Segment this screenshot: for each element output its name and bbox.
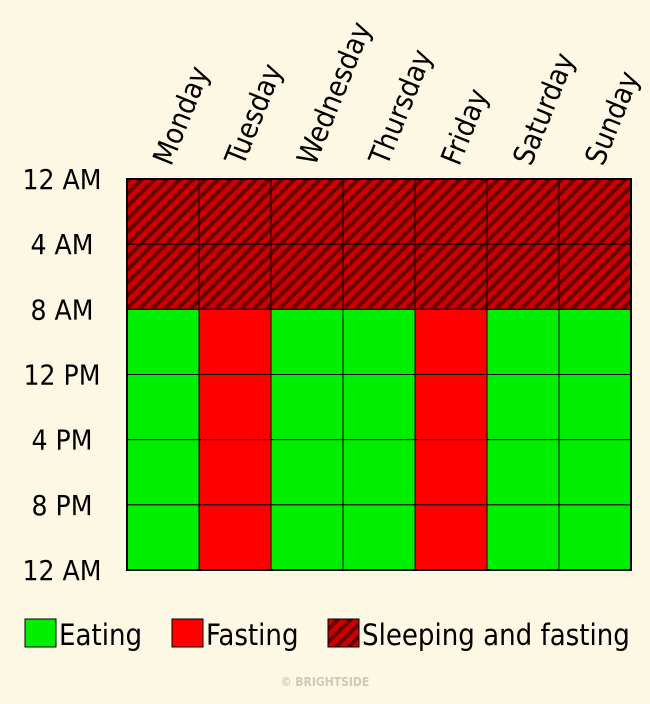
cell-sleeping-friday-0 bbox=[414, 178, 488, 245]
cell-eating-wednesday-2 bbox=[270, 308, 344, 376]
legend: Eating Fasting Sleeping and fasting bbox=[24, 618, 630, 652]
cell-eating-thursday-4 bbox=[342, 439, 416, 506]
day-label-sunday: Sunday bbox=[578, 66, 646, 169]
cell-eating-thursday-3 bbox=[342, 374, 416, 441]
legend-swatch-sleeping bbox=[327, 618, 360, 648]
cell-sleeping-wednesday-0 bbox=[270, 178, 344, 245]
cell-sleeping-sunday-1 bbox=[558, 243, 632, 310]
cell-eating-sunday-5 bbox=[558, 504, 632, 571]
cell-sleeping-sunday-0 bbox=[558, 178, 632, 245]
credit-text: © BRIGHTSIDE bbox=[281, 675, 370, 689]
day-label-thursday: Thursday bbox=[362, 44, 439, 170]
cell-eating-thursday-2 bbox=[342, 308, 416, 376]
cell-fasting-tuesday-2 bbox=[198, 308, 272, 376]
cell-eating-monday-2 bbox=[126, 308, 200, 376]
cell-sleeping-tuesday-1 bbox=[198, 243, 272, 310]
day-label-wednesday: Wednesday bbox=[290, 17, 378, 170]
legend-swatch-eating bbox=[24, 618, 57, 648]
cell-eating-sunday-3 bbox=[558, 374, 632, 441]
cell-fasting-friday-4 bbox=[414, 439, 488, 506]
cell-sleeping-saturday-1 bbox=[486, 243, 560, 310]
cell-eating-wednesday-3 bbox=[270, 374, 344, 441]
cell-eating-thursday-5 bbox=[342, 504, 416, 571]
cell-fasting-friday-2 bbox=[414, 308, 488, 376]
time-label-4: 4 PM bbox=[32, 424, 93, 457]
cell-eating-saturday-4 bbox=[486, 439, 560, 506]
time-label-3: 12 PM bbox=[24, 359, 101, 392]
cell-eating-saturday-5 bbox=[486, 504, 560, 571]
cell-sleeping-monday-1 bbox=[126, 243, 200, 310]
day-label-tuesday: Tuesday bbox=[218, 59, 290, 171]
legend-label-sleeping: Sleeping and fasting bbox=[362, 618, 630, 652]
cell-eating-wednesday-5 bbox=[270, 504, 344, 571]
cell-eating-saturday-2 bbox=[486, 308, 560, 376]
legend-label-fasting: Fasting bbox=[206, 618, 299, 652]
cell-fasting-tuesday-5 bbox=[198, 504, 272, 571]
schedule-grid bbox=[126, 178, 632, 571]
day-label-saturday: Saturday bbox=[506, 48, 582, 170]
cell-sleeping-thursday-0 bbox=[342, 178, 416, 245]
cell-eating-wednesday-4 bbox=[270, 439, 344, 506]
cell-eating-sunday-4 bbox=[558, 439, 632, 506]
cell-eating-monday-3 bbox=[126, 374, 200, 441]
cell-sleeping-saturday-0 bbox=[486, 178, 560, 245]
time-label-0: 12 AM bbox=[22, 163, 101, 196]
cell-eating-monday-5 bbox=[126, 504, 200, 571]
grid-frame bbox=[126, 178, 632, 571]
day-label-monday: Monday bbox=[146, 61, 216, 169]
cell-sleeping-tuesday-0 bbox=[198, 178, 272, 245]
cell-eating-saturday-3 bbox=[486, 374, 560, 441]
cell-sleeping-wednesday-1 bbox=[270, 243, 344, 310]
cell-fasting-tuesday-3 bbox=[198, 374, 272, 441]
time-labels: 12 AM 4 AM 8 AM 12 PM 4 PM 8 PM 12 AM bbox=[22, 163, 101, 587]
cell-sleeping-monday-0 bbox=[126, 178, 200, 245]
cell-eating-monday-4 bbox=[126, 439, 200, 506]
time-label-2: 8 AM bbox=[31, 293, 94, 326]
legend-swatch-fasting bbox=[171, 618, 204, 648]
cell-fasting-friday-3 bbox=[414, 374, 488, 441]
cell-fasting-tuesday-4 bbox=[198, 439, 272, 506]
time-label-6: 12 AM bbox=[22, 554, 101, 587]
day-label-friday: Friday bbox=[434, 84, 495, 170]
cell-fasting-friday-5 bbox=[414, 504, 488, 571]
cell-eating-sunday-2 bbox=[558, 308, 632, 376]
cell-sleeping-friday-1 bbox=[414, 243, 488, 310]
time-label-5: 8 PM bbox=[32, 489, 93, 522]
legend-label-eating: Eating bbox=[59, 618, 142, 652]
cell-sleeping-thursday-1 bbox=[342, 243, 416, 310]
time-label-1: 4 AM bbox=[31, 228, 94, 261]
